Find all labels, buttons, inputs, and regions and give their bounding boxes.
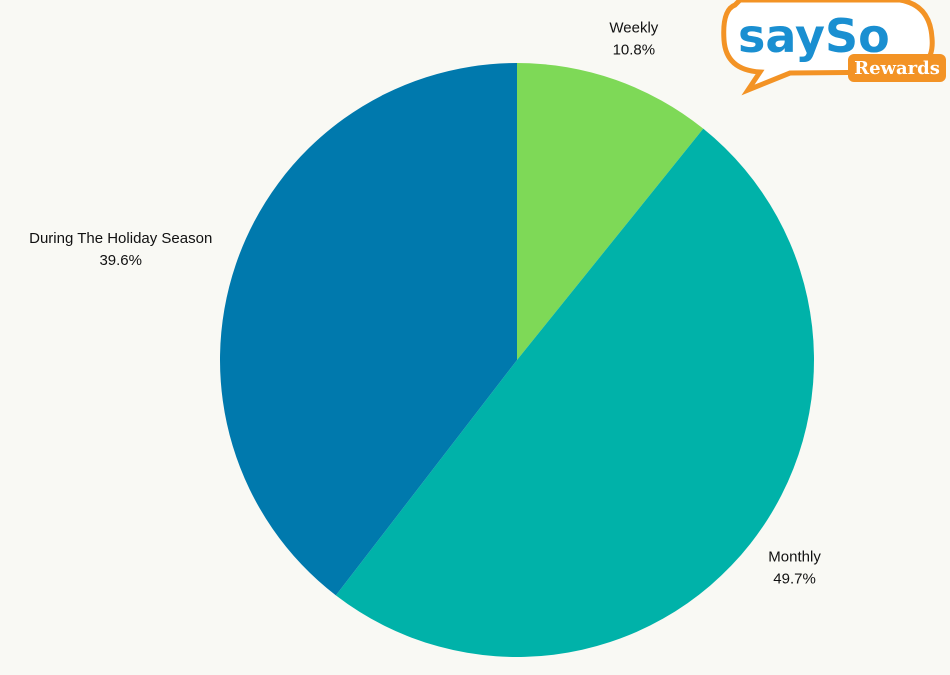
slice-label: During The Holiday Season: [29, 230, 212, 247]
pie-slice: [335, 128, 814, 657]
slice-value-label: 49.7%: [773, 571, 816, 588]
slice-value-label: 39.6%: [99, 252, 142, 269]
slice-label: Monthly: [768, 549, 821, 566]
logo-subtext: Rewards: [854, 58, 940, 79]
pie-slice: [220, 63, 518, 596]
logo: saySo Rewards: [721, 0, 946, 96]
logo-badge: [848, 54, 946, 82]
slice-label: Weekly: [609, 19, 658, 36]
slice-value-label: 10.8%: [613, 41, 656, 58]
pie-slice: [517, 63, 704, 360]
